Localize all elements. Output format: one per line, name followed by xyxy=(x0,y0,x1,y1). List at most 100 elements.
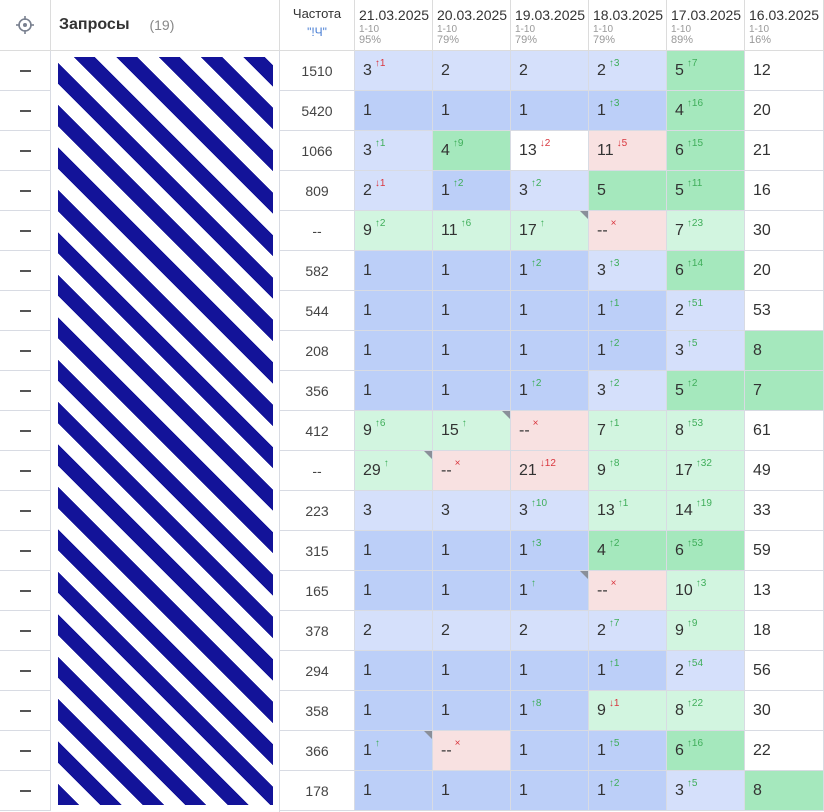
position-cell[interactable]: 1 xyxy=(355,531,433,571)
position-cell[interactable]: 20 xyxy=(745,251,824,291)
position-cell[interactable]: 20 xyxy=(745,91,824,131)
position-cell[interactable]: 3 ↑5 xyxy=(667,771,745,811)
position-cell[interactable]: 56 xyxy=(745,651,824,691)
row-collapse-toggle[interactable] xyxy=(0,651,51,691)
position-cell[interactable]: 1 ↑8 xyxy=(511,691,589,731)
position-cell[interactable]: 3 ↑3 xyxy=(589,251,667,291)
position-cell[interactable]: 17 ↑ xyxy=(511,211,589,251)
row-collapse-toggle[interactable] xyxy=(0,171,51,211)
position-cell[interactable]: 1 xyxy=(355,291,433,331)
row-collapse-toggle[interactable] xyxy=(0,211,51,251)
note-corner-marker[interactable] xyxy=(424,731,432,739)
position-cell[interactable]: -- × xyxy=(589,571,667,611)
position-cell[interactable]: 1 xyxy=(511,771,589,811)
row-collapse-toggle[interactable] xyxy=(0,291,51,331)
position-cell[interactable]: 16 xyxy=(745,171,824,211)
position-cell[interactable]: 2 ↓1 xyxy=(355,171,433,211)
position-cell[interactable]: 1 xyxy=(355,651,433,691)
note-corner-marker[interactable] xyxy=(502,411,510,419)
position-cell[interactable]: 1 xyxy=(355,771,433,811)
position-cell[interactable]: 3 xyxy=(433,491,511,531)
position-cell[interactable]: 3 ↑2 xyxy=(589,371,667,411)
position-cell[interactable]: 9 ↑2 xyxy=(355,211,433,251)
position-cell[interactable]: 5 ↑7 xyxy=(667,51,745,91)
position-cell[interactable]: 1 ↑3 xyxy=(589,91,667,131)
position-cell[interactable]: 1 xyxy=(433,91,511,131)
note-corner-marker[interactable] xyxy=(424,451,432,459)
position-cell[interactable]: 29 ↑ xyxy=(355,451,433,491)
position-cell[interactable]: -- × xyxy=(433,731,511,771)
note-corner-marker[interactable] xyxy=(580,211,588,219)
position-cell[interactable]: 59 xyxy=(745,531,824,571)
position-cell[interactable]: 9 ↑8 xyxy=(589,451,667,491)
position-cell[interactable]: 1 xyxy=(433,331,511,371)
position-cell[interactable]: 6 ↑53 xyxy=(667,531,745,571)
position-cell[interactable]: 1 ↑2 xyxy=(433,171,511,211)
position-cell[interactable]: 5 ↑11 xyxy=(667,171,745,211)
position-cell[interactable]: 1 xyxy=(355,571,433,611)
position-cell[interactable]: 1 ↑ xyxy=(355,731,433,771)
position-cell[interactable]: 21 xyxy=(745,131,824,171)
position-cell[interactable]: 33 xyxy=(745,491,824,531)
position-cell[interactable]: 3 ↑10 xyxy=(511,491,589,531)
position-cell[interactable]: 5 ↑2 xyxy=(667,371,745,411)
position-cell[interactable]: 1 ↑2 xyxy=(511,251,589,291)
position-cell[interactable]: 1 ↑1 xyxy=(589,291,667,331)
position-cell[interactable]: 14 ↑19 xyxy=(667,491,745,531)
date-column-header[interactable]: 17.03.2025 1-10 89% xyxy=(667,0,745,51)
position-cell[interactable]: 1 xyxy=(433,691,511,731)
position-cell[interactable]: 1 xyxy=(355,331,433,371)
position-cell[interactable]: 8 ↑22 xyxy=(667,691,745,731)
position-cell[interactable]: 2 xyxy=(511,51,589,91)
position-cell[interactable]: 1 xyxy=(433,251,511,291)
row-collapse-toggle[interactable] xyxy=(0,611,51,651)
position-cell[interactable]: 10 ↑3 xyxy=(667,571,745,611)
queries-header[interactable]: Запросы (19) xyxy=(51,0,280,51)
position-cell[interactable]: 2 ↑3 xyxy=(589,51,667,91)
position-cell[interactable]: 13 ↑1 xyxy=(589,491,667,531)
position-cell[interactable]: 1 xyxy=(355,371,433,411)
row-collapse-toggle[interactable] xyxy=(0,371,51,411)
position-cell[interactable]: 1 ↑5 xyxy=(589,731,667,771)
position-cell[interactable]: 1 ↑2 xyxy=(589,771,667,811)
position-cell[interactable]: 6 ↑16 xyxy=(667,731,745,771)
row-collapse-toggle[interactable] xyxy=(0,531,51,571)
position-cell[interactable]: 9 ↑9 xyxy=(667,611,745,651)
position-cell[interactable]: 8 ↑53 xyxy=(667,411,745,451)
position-cell[interactable]: 11 ↑6 xyxy=(433,211,511,251)
position-cell[interactable]: 7 xyxy=(745,371,824,411)
position-cell[interactable]: 3 ↑2 xyxy=(511,171,589,211)
position-cell[interactable]: 2 ↑7 xyxy=(589,611,667,651)
position-cell[interactable]: 1 xyxy=(433,531,511,571)
position-cell[interactable]: 3 ↑1 xyxy=(355,51,433,91)
position-cell[interactable]: 21 ↓12 xyxy=(511,451,589,491)
note-corner-marker[interactable] xyxy=(580,571,588,579)
row-collapse-toggle[interactable] xyxy=(0,691,51,731)
position-cell[interactable]: 3 xyxy=(355,491,433,531)
frequency-header[interactable]: Частота "!Ч" xyxy=(280,0,355,51)
position-cell[interactable]: 6 ↑14 xyxy=(667,251,745,291)
position-cell[interactable]: 1 xyxy=(433,651,511,691)
position-cell[interactable]: 1 xyxy=(511,731,589,771)
position-cell[interactable]: 7 ↑23 xyxy=(667,211,745,251)
position-cell[interactable]: 18 xyxy=(745,611,824,651)
position-cell[interactable]: 5 xyxy=(589,171,667,211)
frequency-quote-toggle[interactable]: "!Ч" xyxy=(307,25,327,39)
position-cell[interactable]: 1 xyxy=(355,91,433,131)
row-collapse-toggle[interactable] xyxy=(0,251,51,291)
date-column-header[interactable]: 18.03.2025 1-10 79% xyxy=(589,0,667,51)
position-cell[interactable]: 12 xyxy=(745,51,824,91)
date-column-header[interactable]: 16.03.2025 1-10 16% xyxy=(745,0,824,51)
position-cell[interactable]: 1 ↑3 xyxy=(511,531,589,571)
position-cell[interactable]: 1 xyxy=(511,331,589,371)
position-cell[interactable]: 1 ↑1 xyxy=(589,651,667,691)
position-cell[interactable]: 1 xyxy=(355,691,433,731)
position-cell[interactable]: 22 xyxy=(745,731,824,771)
row-collapse-toggle[interactable] xyxy=(0,491,51,531)
position-cell[interactable]: 4 ↑16 xyxy=(667,91,745,131)
position-cell[interactable]: 3 ↑1 xyxy=(355,131,433,171)
position-cell[interactable]: -- × xyxy=(433,451,511,491)
row-collapse-toggle[interactable] xyxy=(0,451,51,491)
position-cell[interactable]: 1 xyxy=(433,571,511,611)
position-cell[interactable]: 6 ↑15 xyxy=(667,131,745,171)
